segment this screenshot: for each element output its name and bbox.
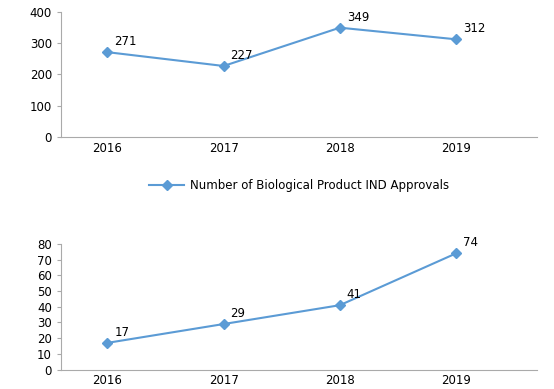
Text: 17: 17 — [114, 326, 130, 339]
Legend: Number of Biological Product IND Approvals: Number of Biological Product IND Approva… — [144, 174, 454, 196]
Text: 227: 227 — [230, 49, 253, 62]
Text: 29: 29 — [230, 307, 245, 320]
Text: 349: 349 — [347, 11, 369, 24]
Text: 74: 74 — [463, 237, 478, 249]
Text: 41: 41 — [347, 288, 362, 301]
Text: 312: 312 — [463, 22, 485, 35]
Text: 271: 271 — [114, 35, 137, 48]
